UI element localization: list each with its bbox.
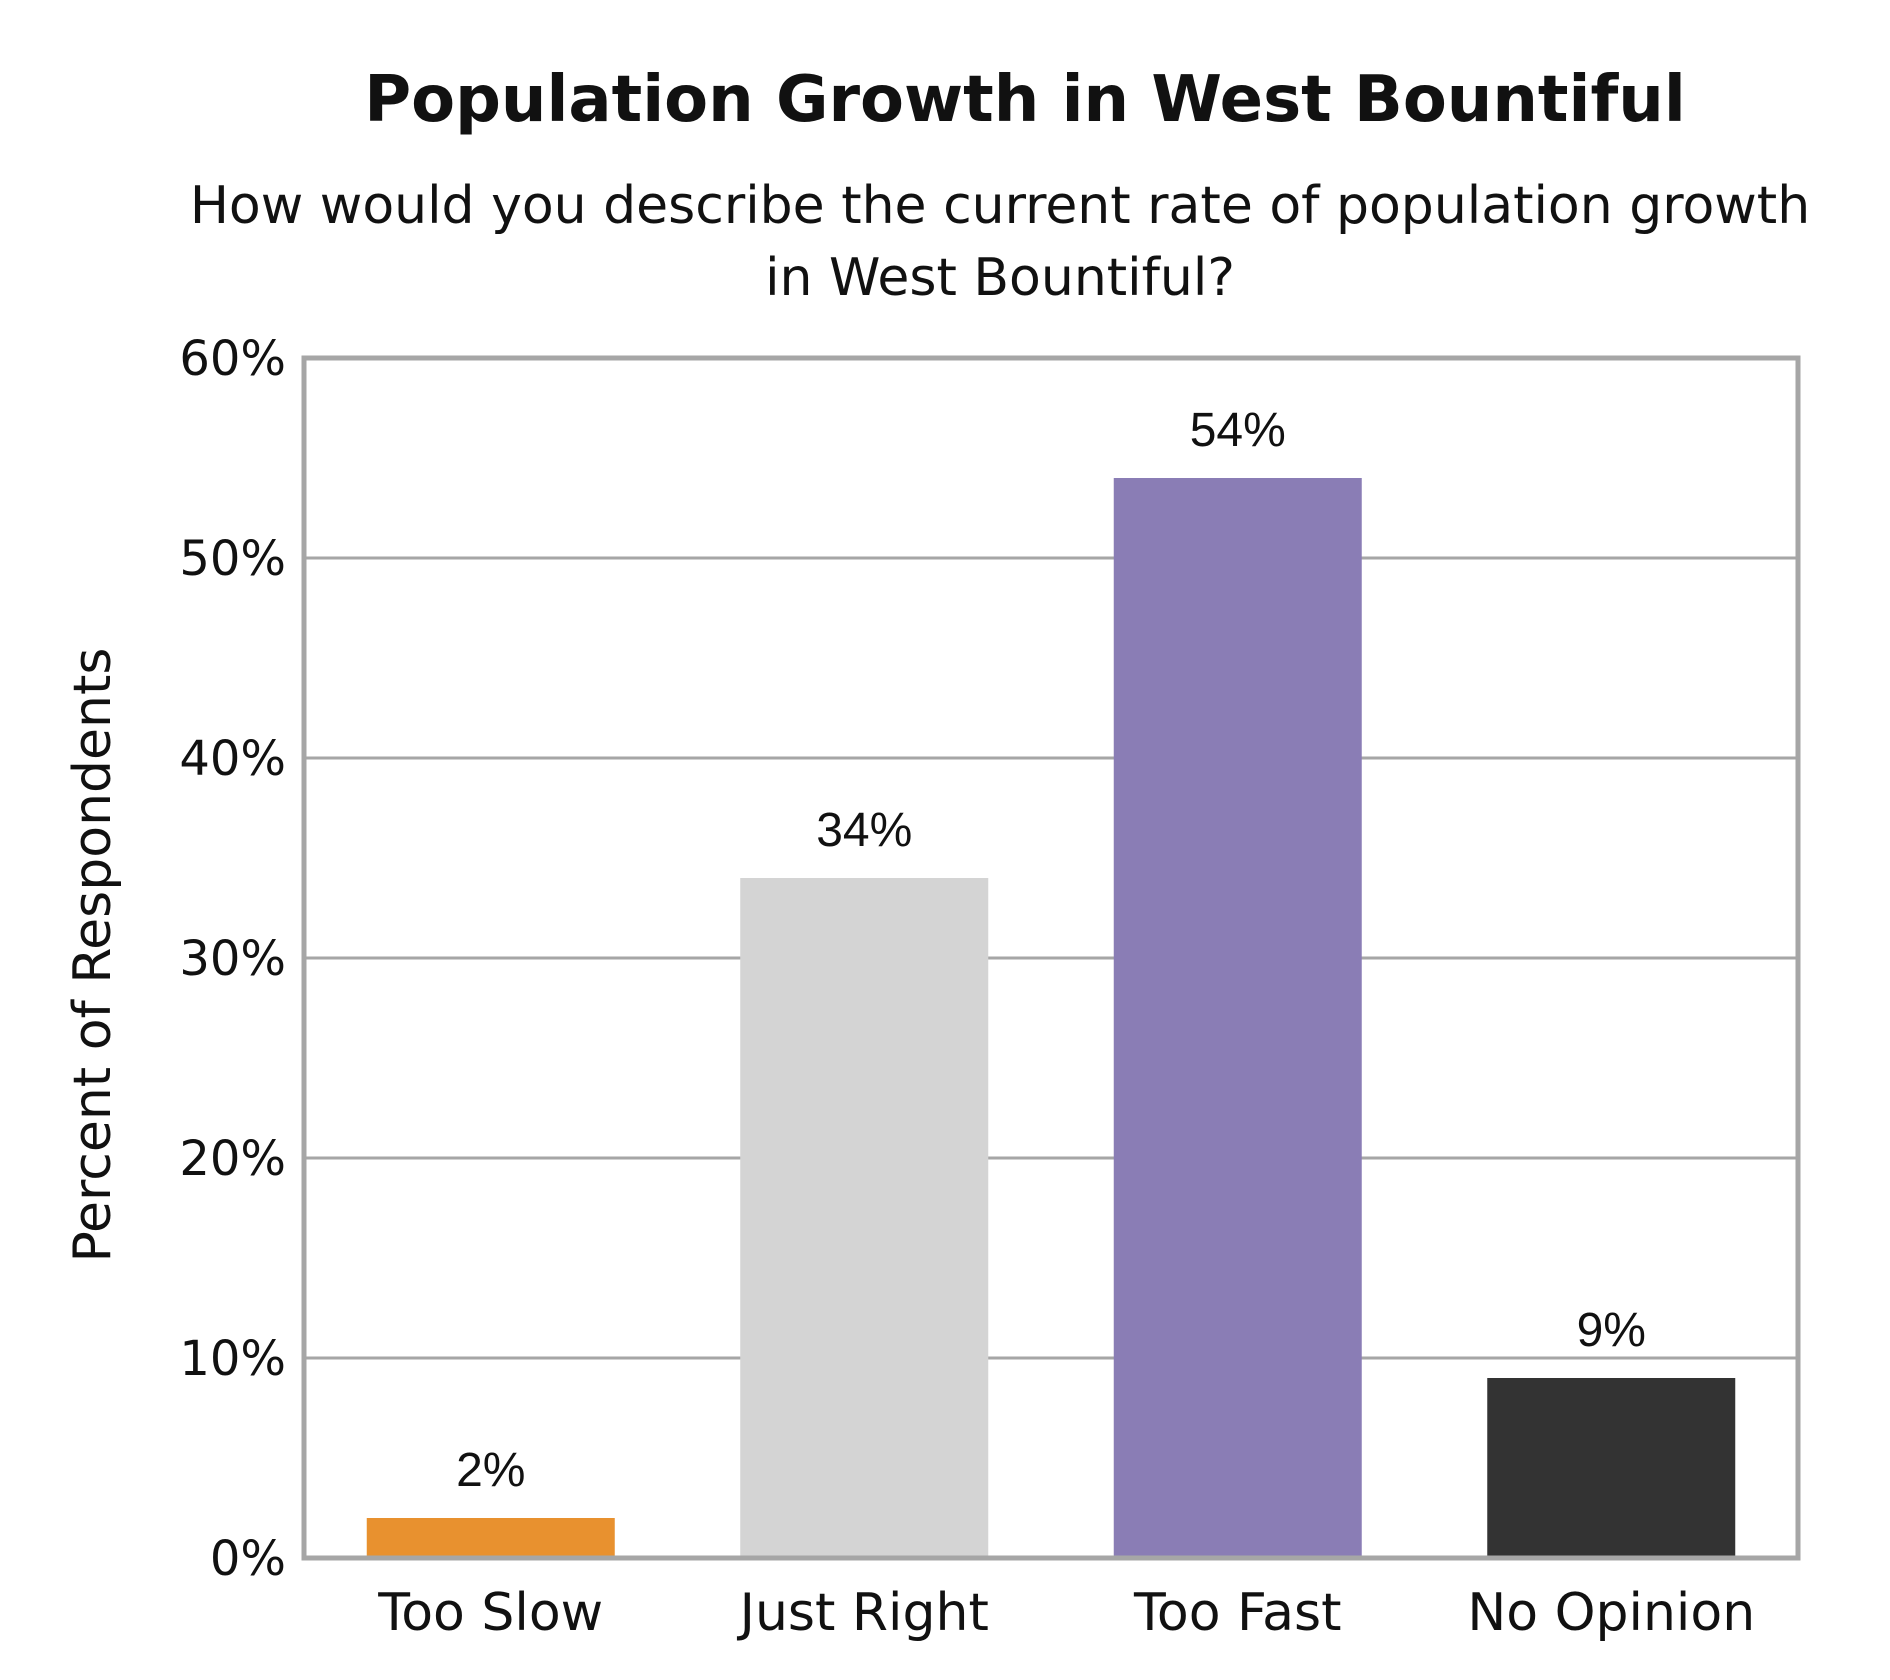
chart-subtitle: How would you describe the current rate … — [189, 176, 1811, 308]
y-tick-label: 60% — [179, 331, 286, 387]
data-label: 2% — [456, 1444, 525, 1497]
y-tick-label: 10% — [179, 1331, 286, 1387]
y-tick-label: 50% — [179, 531, 286, 587]
labels: 0% 10% 20% 30% 40% 50% 60% 2% Too Slow 34% Just Ri… — [179, 331, 1755, 1643]
x-category-label: Too Fast — [1133, 1583, 1342, 1643]
y-tick-label: 0% — [210, 1531, 286, 1587]
y-axis-title: Percent of Respondents — [63, 648, 123, 1263]
x-category-label: Too Slow — [377, 1583, 603, 1643]
plot-border — [301, 355, 1801, 1561]
y-tick-label: 20% — [179, 1131, 286, 1187]
y-tick-label: 40% — [179, 731, 286, 787]
y-tick-label: 30% — [179, 931, 286, 987]
data-label: 9% — [1577, 1304, 1646, 1357]
x-category-label: Just Right — [737, 1583, 989, 1643]
bar-too-fast — [1113, 478, 1362, 1558]
chart-title: Population Growth in West Bountiful — [364, 63, 1686, 137]
gridlines — [304, 556, 1798, 1360]
data-label: 34% — [816, 804, 912, 857]
data-label: 54% — [1190, 404, 1286, 457]
plot-frame — [301, 355, 1801, 1561]
bar-just-right — [740, 878, 989, 1558]
bar-too-slow — [366, 1518, 615, 1558]
bar-no-opinion — [1487, 1378, 1736, 1558]
bars — [366, 478, 1736, 1558]
x-category-label: No Opinion — [1467, 1583, 1755, 1643]
